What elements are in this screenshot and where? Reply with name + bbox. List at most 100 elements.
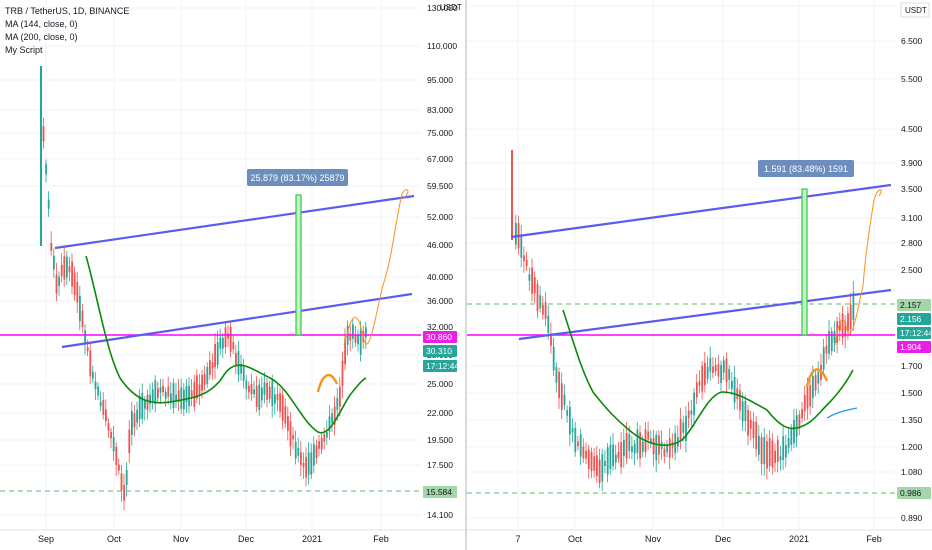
candle-body (760, 437, 763, 464)
candle-body (569, 406, 571, 435)
time-axis[interactable]: 7 Oct Nov Dec 2021 Feb (467, 529, 932, 544)
chart-pane-left[interactable]: 25.879 (83.17%) 25879 130.000 110.000 95.0… (0, 0, 466, 550)
candle-body (294, 441, 297, 459)
price-tick-label: 25.000 (427, 379, 453, 389)
candle-body (53, 255, 55, 270)
price-axis[interactable]: 130.000 110.000 95.000 83.000 75.000 67.000 59… (421, 0, 466, 530)
candle-body (219, 337, 222, 349)
candle-body (123, 485, 125, 501)
price-tag-text: 17:12:44 (900, 328, 932, 338)
channel-lower-line (61, 292, 413, 349)
candle-body (698, 381, 701, 386)
candle-body (787, 438, 790, 448)
price-tag-text: 30.860 (426, 332, 452, 342)
candle-body (741, 401, 744, 422)
candle-body (515, 223, 517, 245)
ma-line-blue (826, 407, 858, 419)
price-tick-label: 3.100 (901, 213, 923, 223)
currency-box (900, 2, 930, 18)
candle-body (118, 464, 120, 471)
candle-body (136, 409, 138, 423)
candle-body (94, 381, 97, 389)
candle-body (768, 438, 771, 467)
candle-body (110, 431, 112, 439)
price-axis[interactable]: 7.5006.5005.5004.5003.9003.5003.1002.800… (895, 0, 932, 530)
candle-body (357, 335, 359, 345)
price-axis-bg (895, 0, 932, 530)
price-tick-label: 2.500 (901, 265, 923, 275)
price-tick-label: 110.000 (427, 41, 457, 51)
candle-body (577, 441, 579, 447)
candle-body (690, 410, 693, 415)
chart-pane-right[interactable]: 1.591 (83.48%) 1591 7.5006.5005.5004.500… (467, 0, 932, 550)
projection-path (834, 189, 882, 346)
chart-canvas-right[interactable]: 1.591 (83.48%) 1591 7.5006.5005.5004.500… (467, 0, 932, 550)
date-tick-label: Oct (568, 534, 583, 544)
chart-canvas-left[interactable]: 25.879 (83.17%) 25879 130.000 110.000 95.0… (0, 0, 466, 550)
candle-body (776, 439, 779, 463)
pattern-arc (316, 373, 339, 393)
candle-body (623, 439, 625, 456)
indicator-ma200[interactable]: MA (200, close, 0) (5, 32, 78, 42)
candle-body (341, 360, 344, 387)
candle-body (560, 383, 563, 410)
candle-body (279, 393, 281, 412)
price-tick-label: 40.000 (427, 272, 453, 282)
candle-body (42, 126, 45, 142)
candle-body (666, 445, 668, 453)
price-tag: 1.904 (897, 341, 931, 353)
price-tag: 2.157 (897, 299, 931, 311)
candle-body (331, 413, 333, 423)
candle-body (242, 366, 245, 381)
drawings: 25.879 (83.17%) 25879 (0, 169, 421, 492)
date-tick-label: 2021 (302, 534, 322, 544)
candle-body (105, 409, 107, 422)
candle-body (141, 392, 144, 419)
candle-body (237, 351, 240, 375)
candle-body (641, 441, 644, 452)
indicator-my-script[interactable]: My Script (5, 45, 43, 55)
candle-body (720, 364, 722, 383)
price-tag-bg (897, 299, 931, 311)
symbol-title[interactable]: TRB / TetherUS, 1D, BINANCE (5, 6, 130, 16)
measure-label-bg (758, 160, 854, 177)
candle-body (274, 394, 276, 404)
candle-body (544, 302, 547, 319)
candle-body (736, 388, 739, 400)
candle-body (149, 394, 151, 404)
candle-body (706, 366, 709, 379)
candle-body (209, 360, 211, 375)
price-tag: 17:12:44 (423, 360, 459, 372)
candle-body (844, 322, 847, 337)
candle-body (593, 456, 596, 471)
price-tag-bg (897, 313, 931, 325)
candle-body (801, 408, 803, 419)
candle-body (601, 454, 604, 482)
pane-divider[interactable] (465, 0, 467, 550)
candle-body (828, 331, 830, 354)
indicator-ma144[interactable]: MA (144, close, 0) (5, 19, 78, 29)
candle-body (185, 386, 188, 403)
candle-body (536, 283, 539, 312)
candle-body (164, 391, 167, 399)
price-tag-bg (423, 486, 457, 498)
price-tag-text: 2.157 (900, 300, 922, 310)
price-tag-bg (897, 327, 931, 339)
time-axis[interactable]: Sep Oct Nov Dec 2021 Feb (0, 529, 466, 544)
measure-label: 1.591 (83.48%) 1591 (758, 160, 854, 177)
price-tick-label: 67.000 (427, 154, 453, 164)
candle-body (587, 449, 590, 469)
candle-body (170, 393, 172, 403)
chart-legend: TRB / TetherUS, 1D, BINANCE MA (144, clo… (5, 5, 129, 57)
candle-body (284, 406, 287, 424)
candle-body (336, 398, 339, 411)
price-tick-label: 22.000 (427, 408, 453, 418)
candle-body (201, 374, 203, 391)
candle-body (728, 368, 731, 380)
candle-body (733, 376, 736, 403)
grid-lines (467, 0, 895, 530)
candle-body (167, 386, 170, 397)
price-tick-label: 36.000 (427, 296, 453, 306)
candle-body (128, 429, 131, 454)
measure-label-bg (247, 169, 348, 186)
